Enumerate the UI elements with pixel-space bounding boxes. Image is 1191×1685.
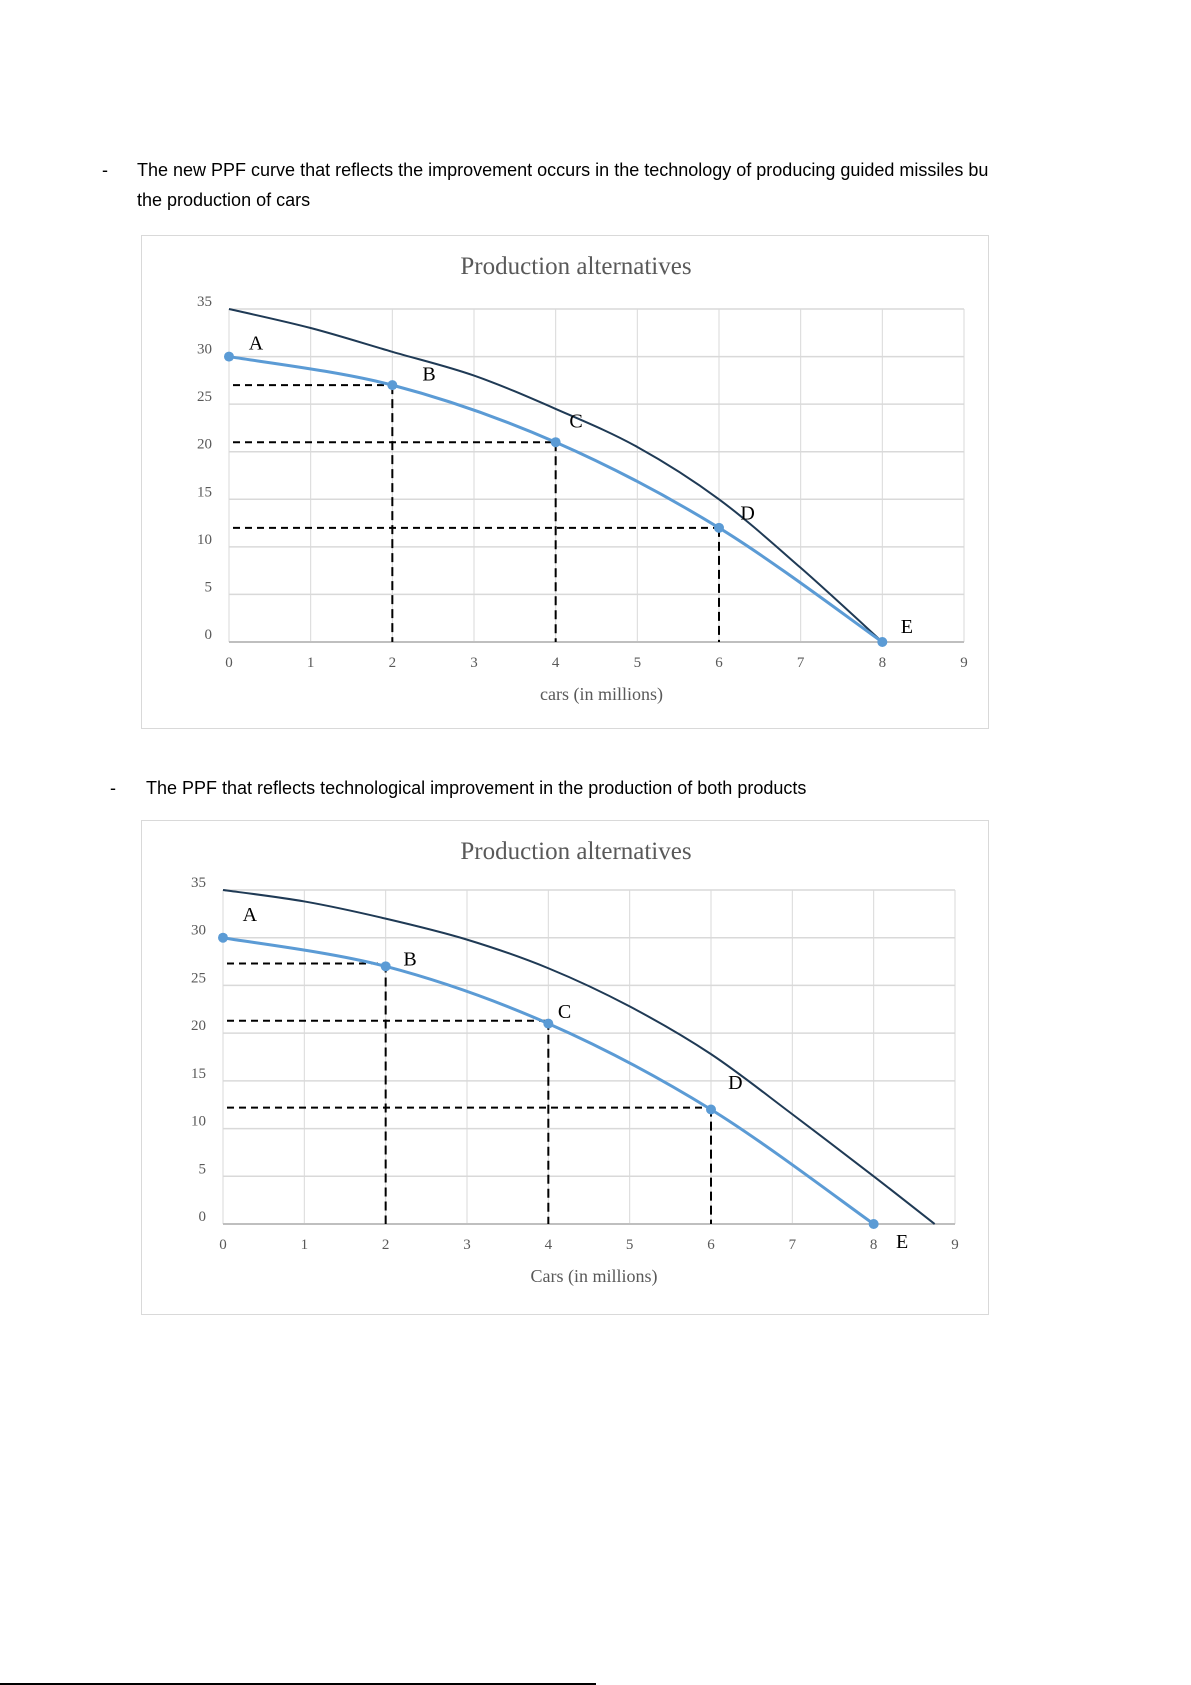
- point-label: A: [249, 332, 264, 354]
- x-tick-label: 6: [707, 1237, 715, 1253]
- x-tick-label: 3: [463, 1237, 471, 1253]
- data-point-marker: [224, 351, 234, 362]
- point-label: B: [422, 364, 435, 386]
- x-tick-label: 7: [797, 655, 805, 671]
- chart-title: Production alternatives: [460, 838, 691, 865]
- y-tick-label: 20: [197, 437, 212, 453]
- new-ppf-curve: [228, 308, 884, 643]
- x-tick-label: 5: [634, 655, 642, 671]
- y-tick-label: 5: [205, 579, 213, 595]
- chart-title: Production alternatives: [460, 253, 691, 280]
- y-tick-label: 0: [205, 627, 213, 643]
- new-ppf-curve: [222, 889, 936, 1225]
- point-label: C: [558, 1001, 571, 1023]
- x-tick-label: 1: [301, 1237, 309, 1253]
- point-label: D: [740, 503, 754, 525]
- point-label: D: [728, 1072, 742, 1094]
- y-tick-label: 20: [191, 1018, 206, 1034]
- paragraph-1-line-1: The new PPF curve that reflects the impr…: [137, 160, 989, 180]
- y-tick-label: 10: [191, 1114, 206, 1130]
- x-tick-label: 0: [219, 1237, 227, 1253]
- point-label: B: [403, 949, 416, 971]
- data-point-marker: [218, 932, 228, 943]
- y-tick-label: 35: [197, 294, 212, 310]
- y-tick-label: 15: [191, 1066, 206, 1082]
- bullet-marker-1: -: [102, 160, 108, 180]
- data-point-marker: [877, 637, 888, 647]
- data-point-marker: [550, 437, 561, 448]
- x-tick-label: 7: [789, 1237, 797, 1253]
- point-label: E: [901, 616, 913, 638]
- data-point-marker: [543, 1018, 554, 1029]
- data-point-marker: [380, 961, 391, 972]
- x-tick-label: 8: [870, 1237, 878, 1253]
- x-tick-label: 2: [382, 1237, 390, 1253]
- ppf-chart-cars-improvement: Production alternatives 0 1 2 3 4 5 6 7 8 9 0 5 10 15 2…: [141, 235, 989, 729]
- data-point-marker: [714, 522, 724, 533]
- x-tick-label: 9: [960, 655, 968, 671]
- y-tick-label: 35: [191, 875, 206, 891]
- x-tick-label: 2: [389, 655, 397, 671]
- data-point-marker: [387, 380, 398, 391]
- y-tick-label: 0: [199, 1209, 207, 1225]
- x-tick-label: 9: [951, 1237, 959, 1253]
- point-label: C: [569, 410, 582, 432]
- x-tick-label: 3: [470, 655, 478, 671]
- y-tick-label: 25: [197, 389, 212, 405]
- y-tick-label: 5: [199, 1161, 207, 1177]
- y-tick-label: 30: [191, 923, 206, 939]
- x-tick-label: 8: [879, 655, 887, 671]
- y-tick-label: 15: [197, 484, 212, 500]
- data-point-marker: [706, 1104, 716, 1115]
- point-label: A: [243, 904, 258, 926]
- x-axis-title: Cars (in millions): [531, 1266, 658, 1287]
- ppf-chart-both-improvement: Production alternatives 0 1 2 3 4 5 6 7 8 9 0 5 10 15 2…: [141, 820, 989, 1315]
- x-tick-label: 6: [715, 655, 723, 671]
- x-tick-label: 5: [626, 1237, 634, 1253]
- y-tick-label: 10: [197, 532, 212, 548]
- data-point-marker: [868, 1219, 879, 1229]
- point-label: E: [896, 1231, 908, 1253]
- x-tick-label: 0: [225, 655, 233, 671]
- chart-svg: Production alternatives 0 1 2 3 4 5 6 7 8 9 0 5 10 15 2…: [197, 253, 968, 705]
- paragraph-1-line-2: the production of cars: [137, 190, 311, 210]
- y-tick-label: 25: [191, 970, 206, 986]
- bullet-marker-2: -: [110, 778, 116, 798]
- x-tick-label: 1: [307, 655, 315, 671]
- x-tick-label: 4: [552, 655, 560, 671]
- chart-svg: Production alternatives 0 1 2 3 4 5 6 7 8 9 0 5 10 15 2…: [191, 838, 959, 1287]
- paragraph-2-line-1: The PPF that reflects technological impr…: [146, 778, 807, 798]
- x-tick-label: 4: [545, 1237, 553, 1253]
- x-axis-title: cars (in millions): [540, 684, 663, 705]
- y-tick-label: 30: [197, 342, 212, 358]
- footer-divider: [0, 1683, 596, 1685]
